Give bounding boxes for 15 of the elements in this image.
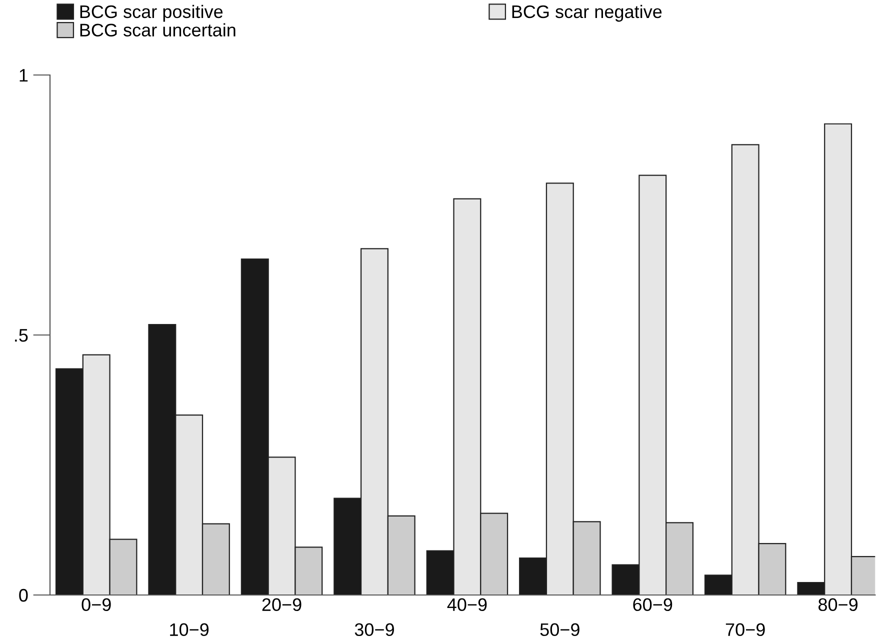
x-tick-label: 30−9	[354, 623, 394, 636]
x-tick-label: 70−9	[726, 623, 765, 636]
legend-label: BCG scar positive	[80, 4, 223, 22]
x-tick-label: 20−9	[262, 598, 302, 612]
y-tick-label: .5	[15, 329, 28, 342]
legend-label: BCG scar uncertain	[80, 23, 236, 36]
x-tick-label: 40−9	[447, 598, 487, 612]
x-tick-label: 0−9	[82, 598, 111, 612]
y-tick-label: 1	[20, 69, 28, 82]
x-tick-label: 50−9	[540, 623, 580, 636]
y-tick-label: 0	[19, 588, 28, 602]
x-tick-label: 60−9	[633, 598, 672, 612]
legend-label: BCG scar negative	[512, 4, 662, 22]
x-tick-label: 10−9	[170, 623, 209, 636]
x-tick-label: 80−9	[818, 598, 858, 612]
